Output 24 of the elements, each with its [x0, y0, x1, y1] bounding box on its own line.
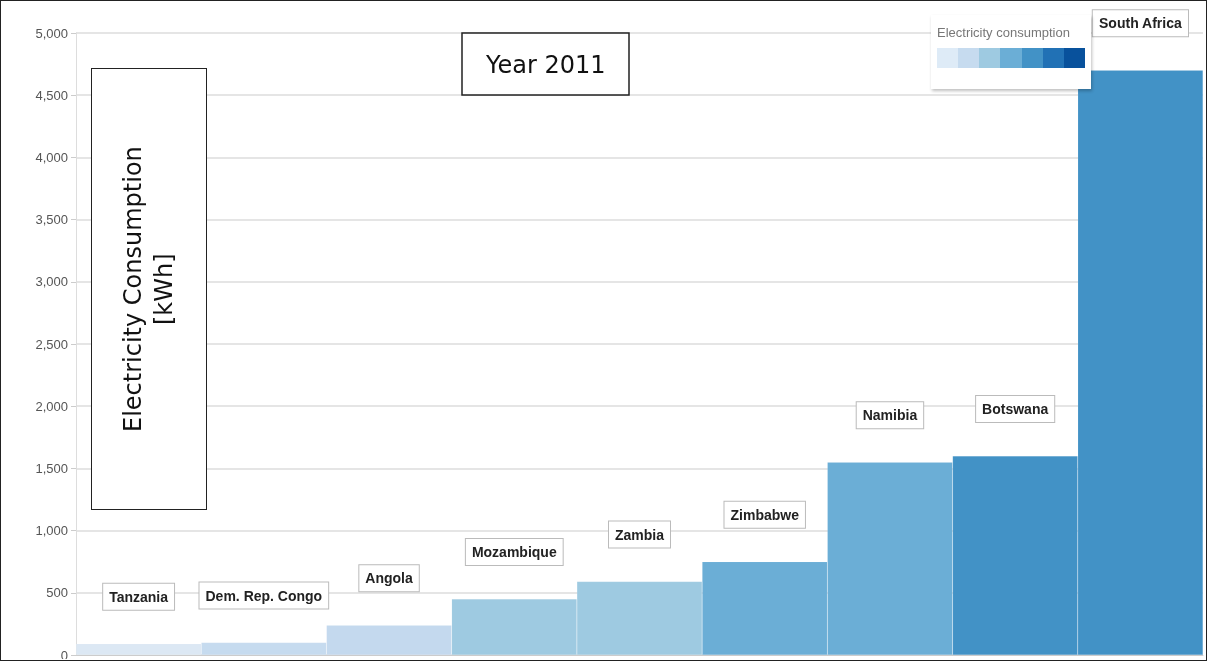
y-tick-label: 2,500: [35, 336, 68, 352]
y-tick-label: 2,000: [35, 398, 68, 414]
x-tick-label: Tanzania: [109, 588, 169, 605]
y-tick-label: 1,500: [35, 460, 68, 476]
x-tick-label: Botswana: [982, 400, 1049, 417]
y-tick-label: 0: [60, 647, 68, 661]
y-axis-title: Electricity Consumption [kWh]: [117, 145, 179, 434]
scale-legend: Electricity consumption: [931, 15, 1091, 89]
y-tick-label: 3,500: [35, 212, 68, 228]
y-tick-label: 5,000: [35, 25, 68, 41]
y-tick-label: 500: [46, 585, 68, 601]
y-tick-label: 4,500: [35, 87, 68, 103]
y-tick-label: 4,000: [35, 149, 68, 165]
x-tick-label: Zambia: [614, 526, 665, 543]
x-tick-label: South Africa: [1099, 15, 1182, 32]
x-tick-label: Zimbabwe: [730, 506, 800, 523]
x-tick-label: Angola: [365, 570, 413, 587]
x-tick-label: Namibia: [862, 407, 918, 424]
y-tick-label: 1,000: [35, 523, 68, 539]
y-tick-label: 3,000: [35, 274, 68, 290]
legend-title: Electricity consumption: [937, 25, 1071, 40]
text: Year 2011: [485, 51, 606, 79]
x-tick-label: Dem. Rep. Congo: [205, 587, 323, 604]
x-tick-label: Mozambique: [471, 544, 557, 561]
